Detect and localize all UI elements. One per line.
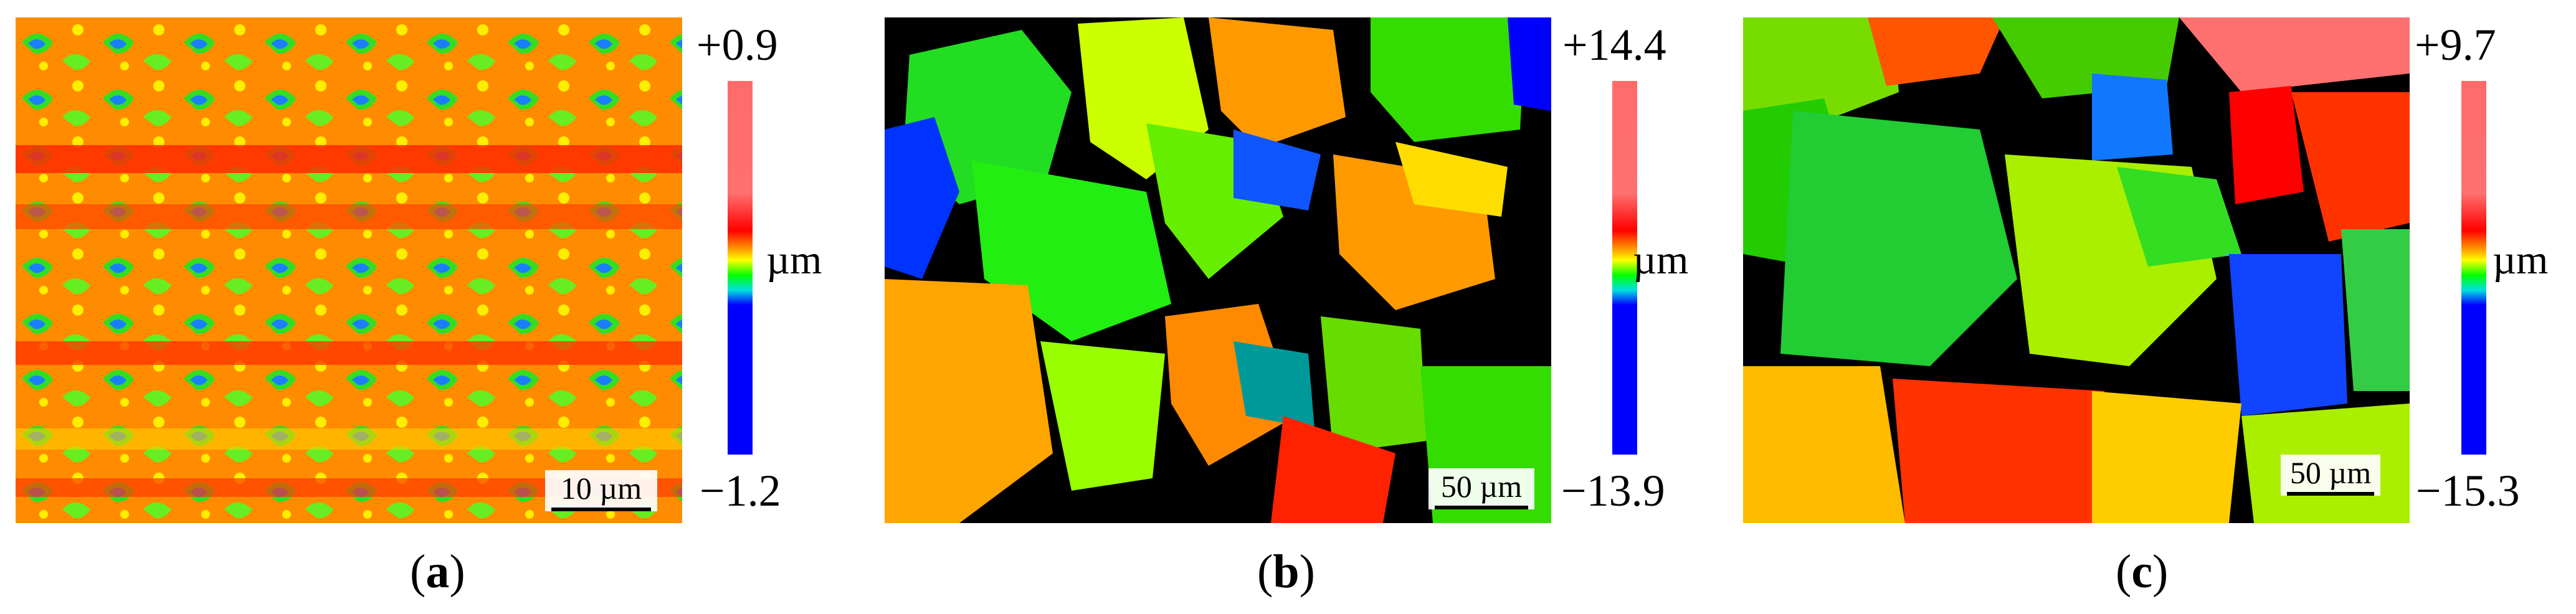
caption-b: (b) bbox=[1257, 546, 1315, 598]
height-map-a bbox=[16, 17, 682, 523]
colorbar-unit-c: µm bbox=[2493, 237, 2549, 283]
colorbar-c bbox=[2461, 81, 2486, 455]
scale-bar-label-c: 50 µm bbox=[2289, 455, 2372, 490]
scale-bar-line-b bbox=[1435, 506, 1528, 509]
scale-bar-c: 50 µm bbox=[2281, 455, 2380, 496]
colorbar-max-a: +0.9 bbox=[696, 20, 778, 70]
panel-a: +0.9 µm −1.2 10 µm (a) bbox=[0, 0, 858, 614]
colorbar-a bbox=[728, 81, 753, 455]
height-map-b bbox=[885, 17, 1551, 523]
scale-bar-label-b: 50 µm bbox=[1440, 469, 1523, 504]
height-map-c bbox=[1743, 17, 2410, 523]
panel-c: +9.7 µm −15.3 50 µm (c) bbox=[1717, 0, 2575, 614]
scale-bar-line-c bbox=[2287, 492, 2374, 496]
height-map-c-image bbox=[1743, 17, 2410, 523]
scale-bar-a: 10 µm bbox=[545, 470, 657, 511]
colorbar-min-a: −1.2 bbox=[700, 466, 781, 516]
colorbar-max-b: +14.4 bbox=[1562, 20, 1666, 70]
scale-bar-label-a: 10 µm bbox=[560, 471, 642, 506]
colorbar-min-c: −15.3 bbox=[2416, 466, 2520, 516]
colorbar-unit-a: µm bbox=[766, 237, 822, 283]
panel-b: +14.4 µm −13.9 50 µm (b) bbox=[858, 0, 1717, 614]
scale-bar-b: 50 µm bbox=[1428, 468, 1534, 509]
colorbar-max-c: +9.7 bbox=[2415, 20, 2496, 70]
caption-c: (c) bbox=[2116, 546, 2169, 598]
colorbar-unit-b: µm bbox=[1633, 237, 1689, 283]
height-map-b-image bbox=[885, 17, 1551, 523]
height-map-a-image bbox=[16, 17, 682, 523]
caption-a: (a) bbox=[410, 546, 465, 598]
scale-bar-line-a bbox=[551, 508, 651, 511]
colorbar-min-b: −13.9 bbox=[1561, 466, 1665, 516]
colorbar-b bbox=[1612, 81, 1637, 455]
